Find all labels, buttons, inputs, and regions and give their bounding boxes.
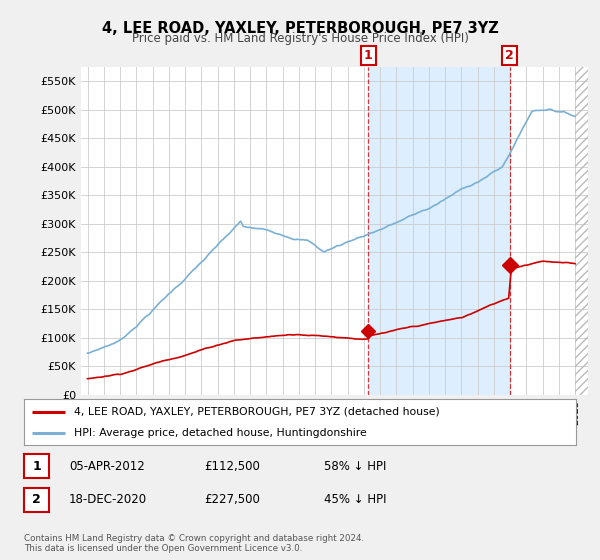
Text: 2: 2 (32, 493, 41, 506)
Bar (575, 67, 591, 395)
Text: 05-APR-2012: 05-APR-2012 (69, 460, 145, 473)
Text: Price paid vs. HM Land Registry's House Price Index (HPI): Price paid vs. HM Land Registry's House … (131, 32, 469, 45)
Text: 4, LEE ROAD, YAXLEY, PETERBOROUGH, PE7 3YZ (detached house): 4, LEE ROAD, YAXLEY, PETERBOROUGH, PE7 3… (74, 407, 439, 417)
Text: 1: 1 (364, 49, 373, 62)
Text: HPI: Average price, detached house, Huntingdonshire: HPI: Average price, detached house, Hunt… (74, 428, 367, 438)
Text: 2: 2 (505, 49, 514, 62)
Text: £112,500: £112,500 (204, 460, 260, 473)
Text: £227,500: £227,500 (204, 493, 260, 506)
Text: 18-DEC-2020: 18-DEC-2020 (69, 493, 147, 506)
Text: Contains HM Land Registry data © Crown copyright and database right 2024.
This d: Contains HM Land Registry data © Crown c… (24, 534, 364, 553)
Text: 4, LEE ROAD, YAXLEY, PETERBOROUGH, PE7 3YZ: 4, LEE ROAD, YAXLEY, PETERBOROUGH, PE7 3… (101, 21, 499, 36)
Text: 45% ↓ HPI: 45% ↓ HPI (324, 493, 386, 506)
Text: 1: 1 (32, 460, 41, 473)
Bar (368, 67, 509, 395)
Text: 58% ↓ HPI: 58% ↓ HPI (324, 460, 386, 473)
